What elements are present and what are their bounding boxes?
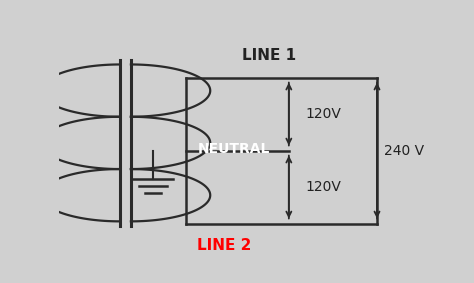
Text: LINE 1: LINE 1 [242,48,296,63]
Text: 120V: 120V [305,180,341,194]
Text: LINE 2: LINE 2 [197,238,252,253]
Text: 240 V: 240 V [383,143,424,158]
Text: 120V: 120V [305,107,341,121]
Text: NEUTRAL: NEUTRAL [198,142,270,156]
